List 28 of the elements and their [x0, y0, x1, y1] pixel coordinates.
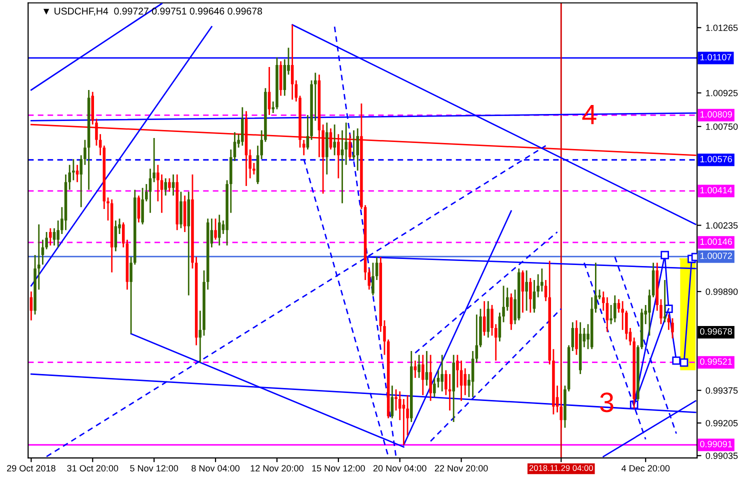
ref-line-label: 1.00146: [700, 238, 732, 245]
y-tick-label: 1.00750: [706, 123, 738, 130]
ref-line-label: 1.00072: [700, 252, 732, 260]
ref-line-label: 0.99091: [700, 440, 732, 448]
x-tick-label: 20 Nov 04:00: [373, 465, 426, 472]
x-tick-label: 15 Nov 12:00: [312, 465, 365, 472]
ref-line-label: 1.00414: [700, 186, 732, 194]
ref-line-label: 1.00576: [700, 156, 732, 162]
x-tick-label: 4 Dec 20:00: [621, 465, 670, 472]
y-tick-label: 0.99205: [706, 420, 738, 426]
y-tick-label: 0.99375: [706, 387, 738, 394]
y-tick-label: 0.99890: [706, 288, 738, 295]
x-tick-label: 12 Nov 20:00: [250, 465, 304, 472]
x-tick-label: 31 Oct 20:00: [67, 465, 118, 472]
x-tick-label: 2018.11.29 04:00: [529, 465, 593, 471]
annotation: 0.99678: [700, 328, 732, 335]
x-tick-label: 22 Nov 20:00: [434, 465, 488, 472]
x-tick-label: 5 Nov 12:00: [130, 465, 178, 472]
y-tick-label: 1.00235: [706, 222, 738, 229]
chart-title: ▼ USDCHF,H4 0.99727 0.99751 0.99646 0.99678: [43, 8, 262, 16]
y-tick-label: 0.99035: [706, 452, 738, 459]
ref-line-label: 1.01107: [700, 54, 732, 60]
y-tick-label: 1.01265: [706, 24, 738, 31]
x-tick-label: 29 Oct 2018: [7, 465, 56, 472]
ref-line-label: 0.99521: [700, 358, 732, 365]
ref-line-label: 1.00809: [700, 111, 732, 118]
x-tick-label: 8 Nov 04:00: [192, 465, 240, 472]
y-tick-label: 1.00925: [706, 90, 738, 96]
